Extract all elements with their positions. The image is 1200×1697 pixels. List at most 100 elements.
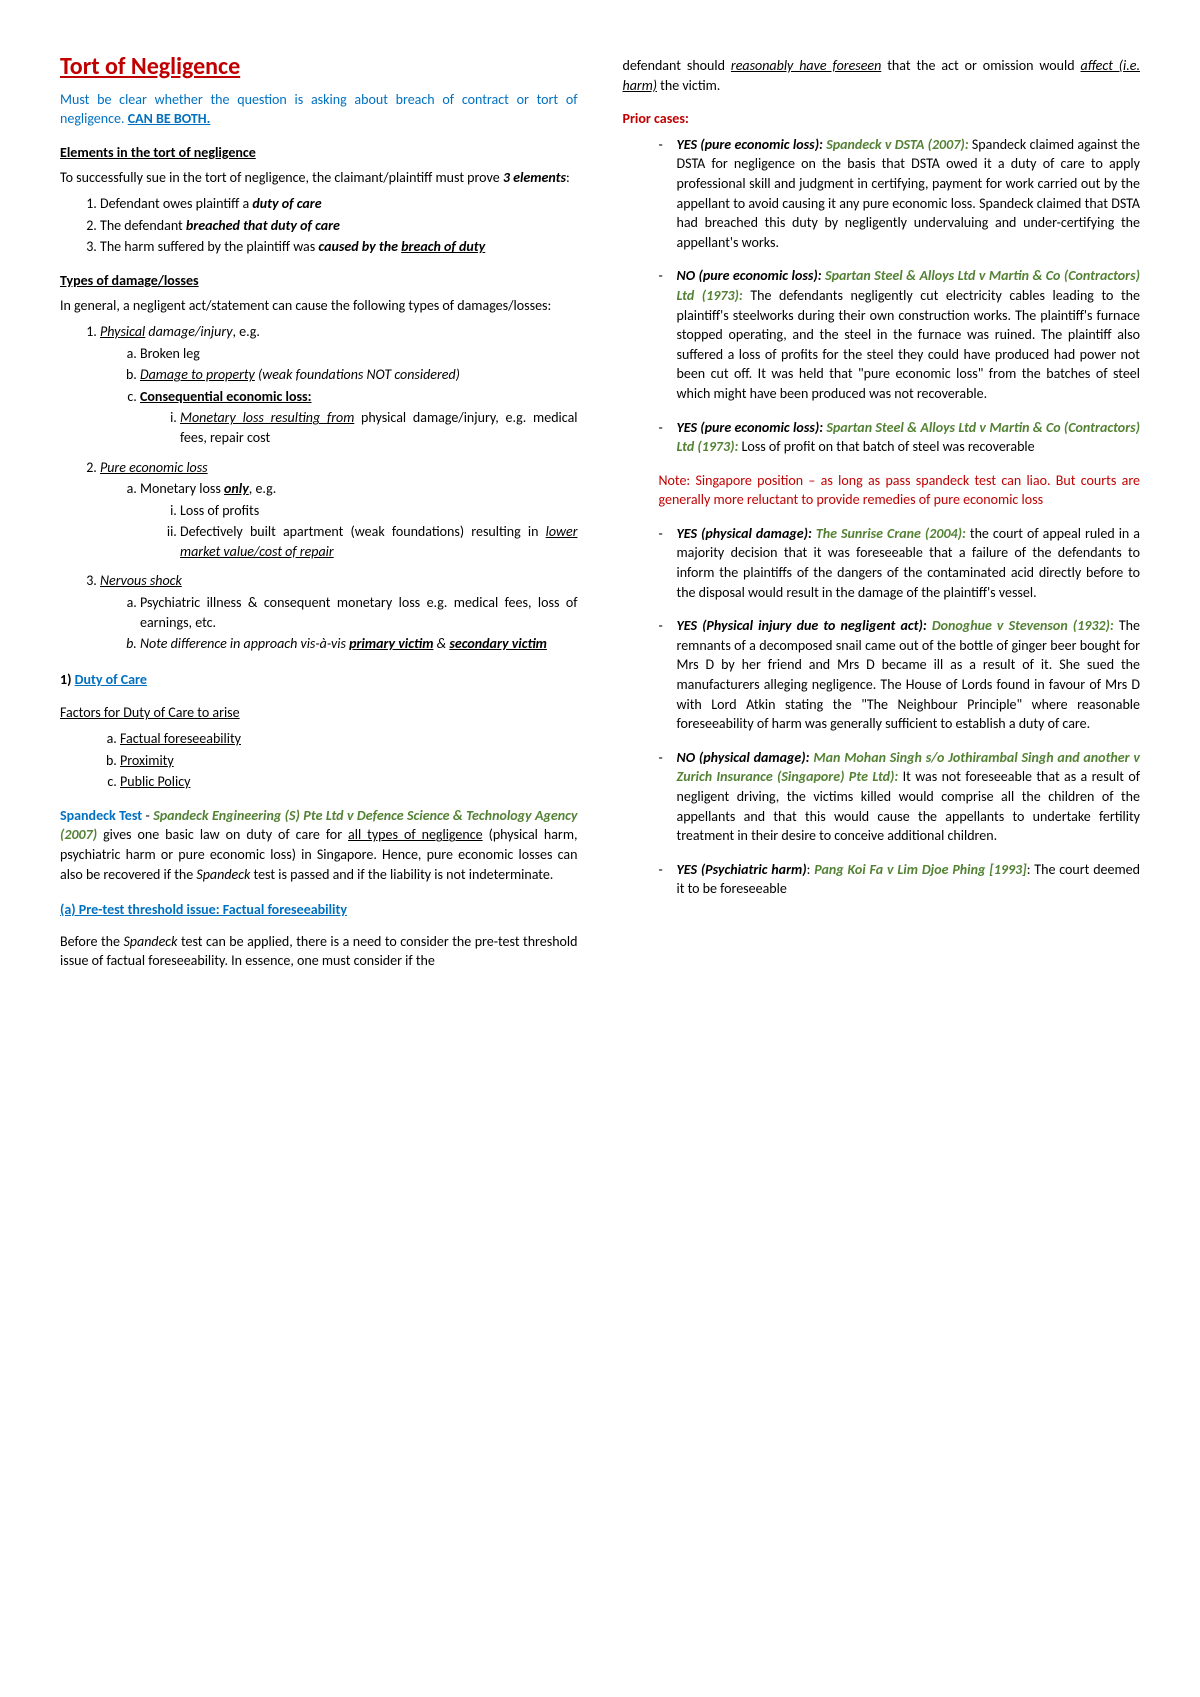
factor-a: Factual foreseeability — [120, 729, 578, 749]
left-column: Tort of Negligence Must be clear whether… — [60, 50, 578, 977]
d2a-c: , e.g. — [249, 480, 276, 497]
d1ci: Monetary loss resulting from physical da… — [180, 408, 578, 447]
c2t-b: reasonably have foreseen — [731, 57, 881, 74]
fa: Factual foreseeability — [120, 730, 241, 747]
elements-list: Defendant owes plaintiff a duty of care … — [60, 194, 578, 257]
el3c: breach of duty — [401, 238, 485, 255]
d2aii: Defectively built apartment (weak founda… — [180, 522, 578, 561]
case-2: NO (pure economic loss): Spartan Steel &… — [659, 266, 1141, 403]
c5-tag: YES (Physical injury due to negligent ac… — [677, 617, 932, 634]
factor-c: Public Policy — [120, 772, 578, 792]
c1-case: Spandeck v DSTA (2007): — [826, 136, 968, 153]
c2t-c: that the act or omission would — [881, 57, 1080, 74]
col2-top: defendant should reasonably have foresee… — [623, 56, 1141, 95]
damage-physical: Physical damage/injury, e.g. Broken leg … — [100, 322, 578, 448]
sec1-title: Duty of Care — [75, 671, 147, 688]
damage-nervous-shock: Nervous shock Psychiatric illness & cons… — [100, 571, 578, 653]
c5-case: Donoghue v Stevenson (1932): — [932, 617, 1114, 634]
c7-tag: YES (Psychiatric harm) — [677, 861, 807, 878]
d1a: Broken leg — [140, 344, 578, 364]
spandeck-c: Spandeck — [196, 866, 250, 883]
d3b-c: & — [433, 635, 449, 652]
d1c: Consequential economic loss: Monetary lo… — [140, 387, 578, 448]
page-title: Tort of Negligence — [60, 50, 578, 84]
factor-b: Proximity — [120, 751, 578, 771]
d1ci-u: Monetary loss resulting from — [180, 409, 354, 426]
elements-intro-b: 3 elements — [503, 169, 566, 186]
intro-canbe: CAN BE BOTH. — [128, 110, 211, 127]
spandeck-label: Spandeck Test — [60, 807, 142, 824]
sec1-num: 1) — [60, 671, 75, 688]
case-7: YES (Psychiatric harm): Pang Koi Fa v Li… — [659, 860, 1141, 899]
case-5: YES (Physical injury due to negligent ac… — [659, 616, 1141, 734]
d2a-a: Monetary loss — [140, 480, 224, 497]
spandeck-para: Spandeck Test - Spandeck Engineering (S)… — [60, 806, 578, 884]
spandeck-a: gives one basic law on duty of care for — [97, 826, 348, 843]
c6-tag: NO (physical damage): — [677, 749, 814, 766]
damage-pure-economic: Pure economic loss Monetary loss only, e… — [100, 458, 578, 562]
c3-tag: YES (pure economic loss): — [677, 419, 827, 436]
elements-heading: Elements in the tort of negligence — [60, 143, 578, 163]
c2-body: The defendants negligently cut electrici… — [677, 287, 1141, 402]
d1c-sublist: Monetary loss resulting from physical da… — [140, 408, 578, 447]
d1c-label: Consequential economic loss: — [140, 388, 312, 405]
c7-case: Pang Koi Fa v Lim Djoe Phing [1993] — [814, 861, 1026, 878]
d1b-u: Damage to property — [140, 366, 255, 383]
types-heading: Types of damage/losses — [60, 271, 578, 291]
fb: Proximity — [120, 752, 174, 769]
case-4: YES (physical damage): The Sunrise Crane… — [659, 524, 1141, 602]
d3b-a: Note difference in approach vis-à-vis — [140, 635, 349, 652]
d2a-sublist: Loss of profits Defectively built apartm… — [140, 501, 578, 562]
right-column: defendant should reasonably have foresee… — [623, 50, 1141, 977]
prior-cases-heading: Prior cases: — [623, 109, 1141, 129]
case-3: YES (pure economic loss): Spartan Steel … — [659, 418, 1141, 457]
case-6: NO (physical damage): Man Mohan Singh s/… — [659, 748, 1141, 846]
factors-list: Factual foreseeability Proximity Public … — [60, 729, 578, 792]
element-2: The defendant breached that duty of care — [100, 216, 578, 236]
note-block: Note: Singapore position – as long as pa… — [623, 471, 1141, 510]
el3a: The harm suffered by the plaintiff was — [100, 238, 318, 255]
pretest-heading: (a) Pre-test threshold issue: Factual fo… — [60, 900, 578, 920]
c2t-e: the victim. — [657, 77, 720, 94]
case-list-2: YES (physical damage): The Sunrise Crane… — [623, 524, 1141, 899]
c4-tag: YES (physical damage): — [677, 525, 816, 542]
c2-tag: NO (pure economic loss): — [677, 267, 826, 284]
c1-body: Spandeck claimed against the DSTA for ne… — [677, 136, 1141, 251]
d3-sublist: Psychiatric illness & consequent monetar… — [100, 593, 578, 654]
types-intro: In general, a negligent act/statement ca… — [60, 296, 578, 316]
d1-label: Physical — [100, 323, 145, 340]
d3b: Note difference in approach vis-à-vis pr… — [140, 634, 578, 654]
d2-label: Pure economic loss — [100, 459, 208, 476]
spandeck-dash: - — [142, 807, 153, 824]
fc: Public Policy — [120, 773, 190, 790]
c4-case: The Sunrise Crane (2004): — [816, 525, 966, 542]
case-1: YES (pure economic loss): Spandeck v DST… — [659, 135, 1141, 253]
el2a: The defendant — [100, 217, 186, 234]
d2a: Monetary loss only, e.g. Loss of profits… — [140, 479, 578, 561]
elements-intro: To successfully sue in the tort of negli… — [60, 168, 578, 188]
factors-heading: Factors for Duty of Care to arise — [60, 703, 578, 723]
el2b: breached that duty of care — [186, 217, 340, 234]
c5-body: The remnants of a decomposed snail came … — [677, 617, 1141, 732]
d2a-b: only — [224, 480, 249, 497]
two-column-layout: Tort of Negligence Must be clear whether… — [60, 50, 1140, 977]
c1-tag: YES (pure economic loss): — [677, 136, 827, 153]
el1a: Defendant owes plaintiff a — [100, 195, 252, 212]
d3b-b: primary victim — [349, 635, 433, 652]
d1-rest: damage/injury — [145, 323, 232, 340]
section-1-heading: 1) Duty of Care — [60, 670, 578, 690]
intro-note: Must be clear whether the question is as… — [60, 90, 578, 129]
pretest-body: Before the Spandeck test can be applied,… — [60, 932, 578, 971]
d2ai: Loss of profits — [180, 501, 578, 521]
pretest-a: Before the — [60, 933, 123, 950]
spandeck-d: test is passed and if the liability is n… — [250, 866, 553, 883]
elements-intro-a: To successfully sue in the tort of negli… — [60, 169, 503, 186]
d3-label: Nervous shock — [100, 572, 182, 589]
d3a: Psychiatric illness & consequent monetar… — [140, 593, 578, 632]
pretest-sp: Spandeck — [123, 933, 177, 950]
d2-sublist: Monetary loss only, e.g. Loss of profits… — [100, 479, 578, 561]
el1b: duty of care — [252, 195, 321, 212]
c3-body: Loss of profit on that batch of steel wa… — [738, 438, 1034, 455]
el3b: caused by the — [318, 238, 401, 255]
d1-eg: , e.g. — [233, 323, 260, 340]
